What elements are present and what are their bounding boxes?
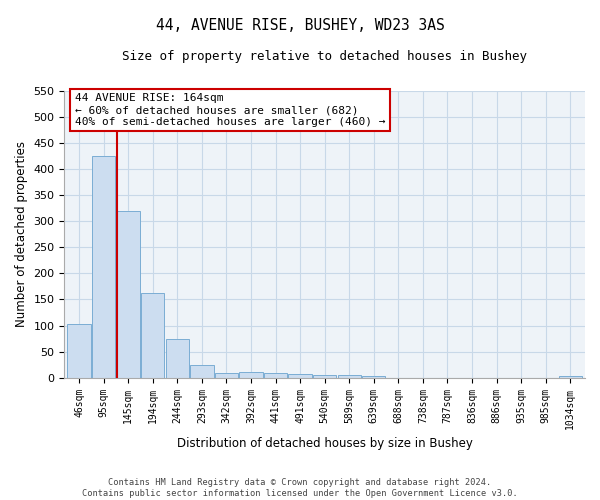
Y-axis label: Number of detached properties: Number of detached properties	[15, 141, 28, 327]
Bar	[313, 375, 337, 378]
Bar	[141, 292, 164, 378]
Bar	[264, 372, 287, 378]
Bar	[190, 365, 214, 378]
Bar	[67, 324, 91, 378]
Bar	[289, 374, 312, 378]
Bar	[166, 338, 189, 378]
Bar	[362, 376, 385, 378]
Text: 44, AVENUE RISE, BUSHEY, WD23 3AS: 44, AVENUE RISE, BUSHEY, WD23 3AS	[155, 18, 445, 32]
Text: Contains HM Land Registry data © Crown copyright and database right 2024.
Contai: Contains HM Land Registry data © Crown c…	[82, 478, 518, 498]
X-axis label: Distribution of detached houses by size in Bushey: Distribution of detached houses by size …	[177, 437, 473, 450]
Bar	[116, 210, 140, 378]
Bar	[338, 375, 361, 378]
Text: 44 AVENUE RISE: 164sqm
← 60% of detached houses are smaller (682)
40% of semi-de: 44 AVENUE RISE: 164sqm ← 60% of detached…	[75, 94, 385, 126]
Title: Size of property relative to detached houses in Bushey: Size of property relative to detached ho…	[122, 50, 527, 63]
Bar	[215, 372, 238, 378]
Bar	[559, 376, 582, 378]
Bar	[92, 156, 115, 378]
Bar	[239, 372, 263, 378]
